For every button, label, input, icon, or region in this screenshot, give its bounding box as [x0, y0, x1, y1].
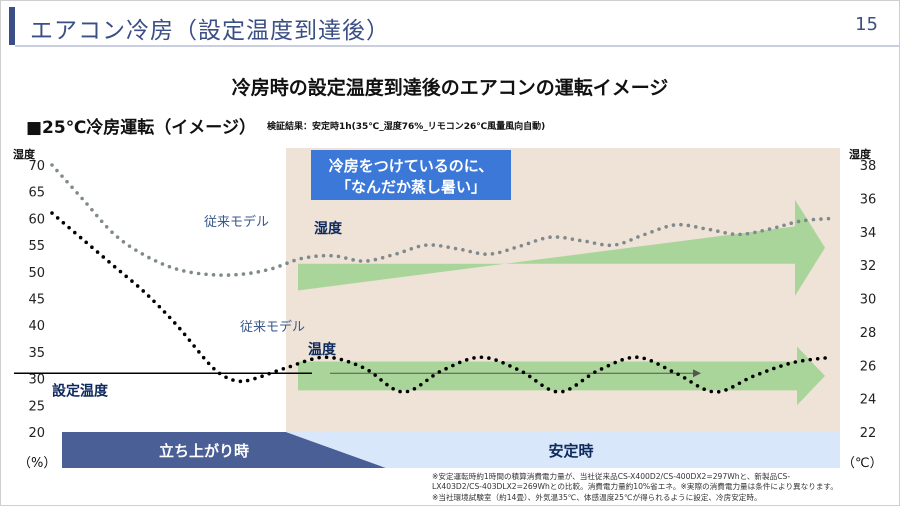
left-tick-label: 20 — [28, 426, 45, 441]
left-tick-label: 70 — [28, 159, 45, 174]
right-axis-unit: （℃） — [842, 456, 883, 471]
callout-text-line-2: 「なんだか蒸し暑い」 — [336, 178, 486, 196]
footnote-line: ※安定運転時約1時間の積算消費電力量が、当社従来品CS-X400D2/CS-40… — [432, 472, 791, 481]
left-tick-label: 50 — [28, 266, 45, 281]
header-accent-bar — [9, 7, 15, 45]
right-tick-label: 36 — [860, 192, 877, 207]
left-tick-label: 40 — [28, 319, 45, 334]
right-tick-label: 38 — [860, 159, 877, 174]
right-tick-label: 34 — [860, 226, 877, 241]
humidity-series-line — [50, 163, 834, 277]
right-axis-label: 湿度 — [849, 148, 871, 161]
left-tick-label: 25 — [28, 399, 45, 414]
slide-title: エアコン冷房（設定温度到達後） — [30, 18, 390, 44]
phase-stable-bar — [286, 432, 840, 468]
chart-subtitle: ■25℃冷房運転（イメージ） — [26, 118, 256, 138]
temperature-band-arrow — [298, 346, 825, 406]
footnote: ※安定運転時約1時間の積算消費電力量が、当社従来品CS-X400D2/CS-40… — [432, 472, 892, 503]
page-number: 15 — [855, 14, 878, 35]
humidity-trend-arrow — [298, 199, 825, 296]
temperature-arrow-label: 温度 — [308, 341, 337, 358]
left-tick-label: 55 — [28, 239, 45, 254]
footnote-line: LX403D2/CS-403DLX2=269Whとの比較。消費電力量約10%省エ… — [432, 482, 838, 492]
temperature-series-label: 従来モデル — [240, 319, 305, 335]
right-tick-label: 22 — [860, 426, 877, 441]
right-tick-label: 30 — [860, 293, 877, 308]
left-tick-label: 45 — [28, 293, 45, 308]
verification-note: 検証結果：安定時1h(35℃_湿度76%_リモコン26℃風量風向自動) — [267, 122, 546, 132]
left-tick-label: 65 — [28, 186, 45, 201]
callout-text-line-1: 冷房をつけているのに、 — [329, 157, 494, 175]
left-tick-label: 35 — [28, 346, 45, 361]
callout-box: 冷房をつけているのに、 「なんだか蒸し暑い」 — [311, 150, 511, 200]
setpoint-label: 設定温度 — [52, 382, 109, 399]
left-axis-unit: （%） — [18, 456, 57, 471]
left-tick-label: 30 — [28, 373, 45, 388]
left-axis-label: 湿度 — [13, 148, 35, 161]
phase-stable-label: 安定時 — [548, 442, 593, 460]
header-divider — [15, 45, 899, 47]
phase-rise-label: 立ち上がり時 — [159, 442, 249, 460]
right-tick-label: 24 — [860, 393, 877, 408]
right-tick-label: 28 — [860, 326, 877, 341]
phase-rise-bar — [62, 432, 386, 468]
right-tick-label: 32 — [860, 259, 877, 274]
left-tick-label: 60 — [28, 212, 45, 227]
chart-main-title: 冷房時の設定温度到達後のエアコンの運転イメージ — [231, 77, 669, 99]
right-tick-label: 26 — [860, 359, 877, 374]
humidity-arrow-label: 湿度 — [314, 220, 343, 237]
temperature-series-line — [50, 211, 834, 394]
footnote-line: ※当社環境試験室（約14畳）、外気温35℃、体感温度25℃が得られるように設定、… — [432, 492, 762, 502]
humidity-series-label: 従来モデル — [204, 214, 269, 230]
